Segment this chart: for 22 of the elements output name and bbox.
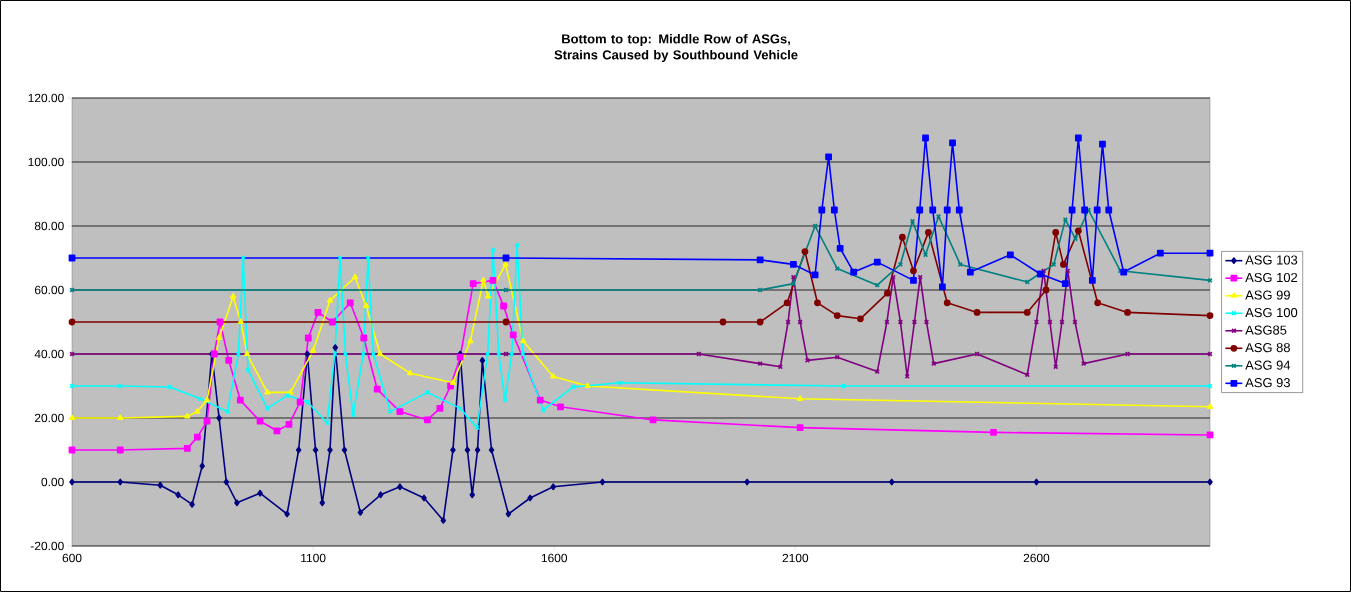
chart-title: Bottom to top: Middle Row of ASGs, Strains Caused by Southbound Vehicle: [554, 33, 798, 62]
legend-label: ASG85: [1245, 325, 1287, 335]
y-tick-label: 120.00: [28, 93, 64, 103]
x-tick-label: 1600: [541, 553, 568, 563]
legend-label: ASG 93: [1245, 378, 1290, 388]
legend-label: ASG 103: [1245, 255, 1298, 265]
legend-label: ASG 94: [1245, 360, 1291, 370]
y-tick-label: 100.00: [28, 157, 64, 167]
y-tick-label: -20.00: [30, 541, 64, 551]
y-tick-label: 0.00: [41, 477, 64, 487]
x-tick-label: 2600: [1023, 553, 1050, 563]
legend-label: ASG 99: [1245, 290, 1290, 300]
y-tick-label: 60.00: [34, 285, 64, 295]
legend-label: ASG 100: [1245, 307, 1298, 318]
y-tick-label: 80.00: [34, 221, 64, 231]
x-tick-label: 1100: [301, 553, 326, 563]
y-tick-label: 40.00: [34, 349, 64, 359]
x-tick-label: 600: [62, 553, 82, 563]
legend-label: ASG 102: [1245, 272, 1298, 283]
legend-label: ASG 88: [1245, 343, 1290, 353]
x-tick-label: 2100: [782, 553, 809, 563]
y-tick-label: 20.00: [34, 413, 64, 423]
